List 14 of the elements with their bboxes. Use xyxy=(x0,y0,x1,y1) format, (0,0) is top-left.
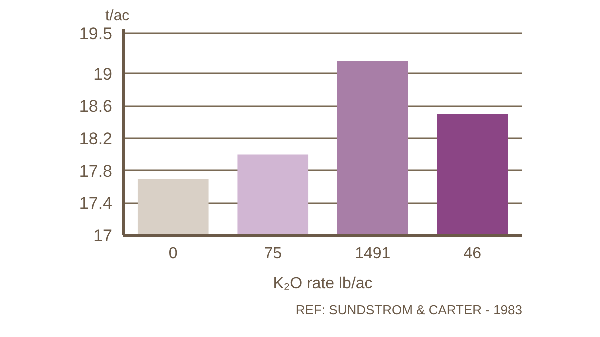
y-tick-label: 18.6 xyxy=(79,97,113,116)
text: REF: SUNDSTROM & CARTER - 1983 xyxy=(296,302,523,318)
y-axis-title: t/ac xyxy=(106,8,130,24)
y-tick-label: 17 xyxy=(94,226,113,246)
y-tick-label: 17.8 xyxy=(79,162,113,181)
x-tick-label: 1491 xyxy=(355,246,391,262)
y-tick-label: 18.2 xyxy=(79,130,113,149)
x-axis-title: K₂O rate lb/ac xyxy=(273,276,373,292)
y-tick-label: 19 xyxy=(94,64,113,84)
y-tick-label: 17.4 xyxy=(79,194,113,214)
x-tick-label: 0 xyxy=(168,246,178,262)
x-tick-label: 75 xyxy=(264,246,282,262)
y-tick-label: 19.5 xyxy=(79,24,113,44)
x-tick-label: 46 xyxy=(464,246,482,262)
